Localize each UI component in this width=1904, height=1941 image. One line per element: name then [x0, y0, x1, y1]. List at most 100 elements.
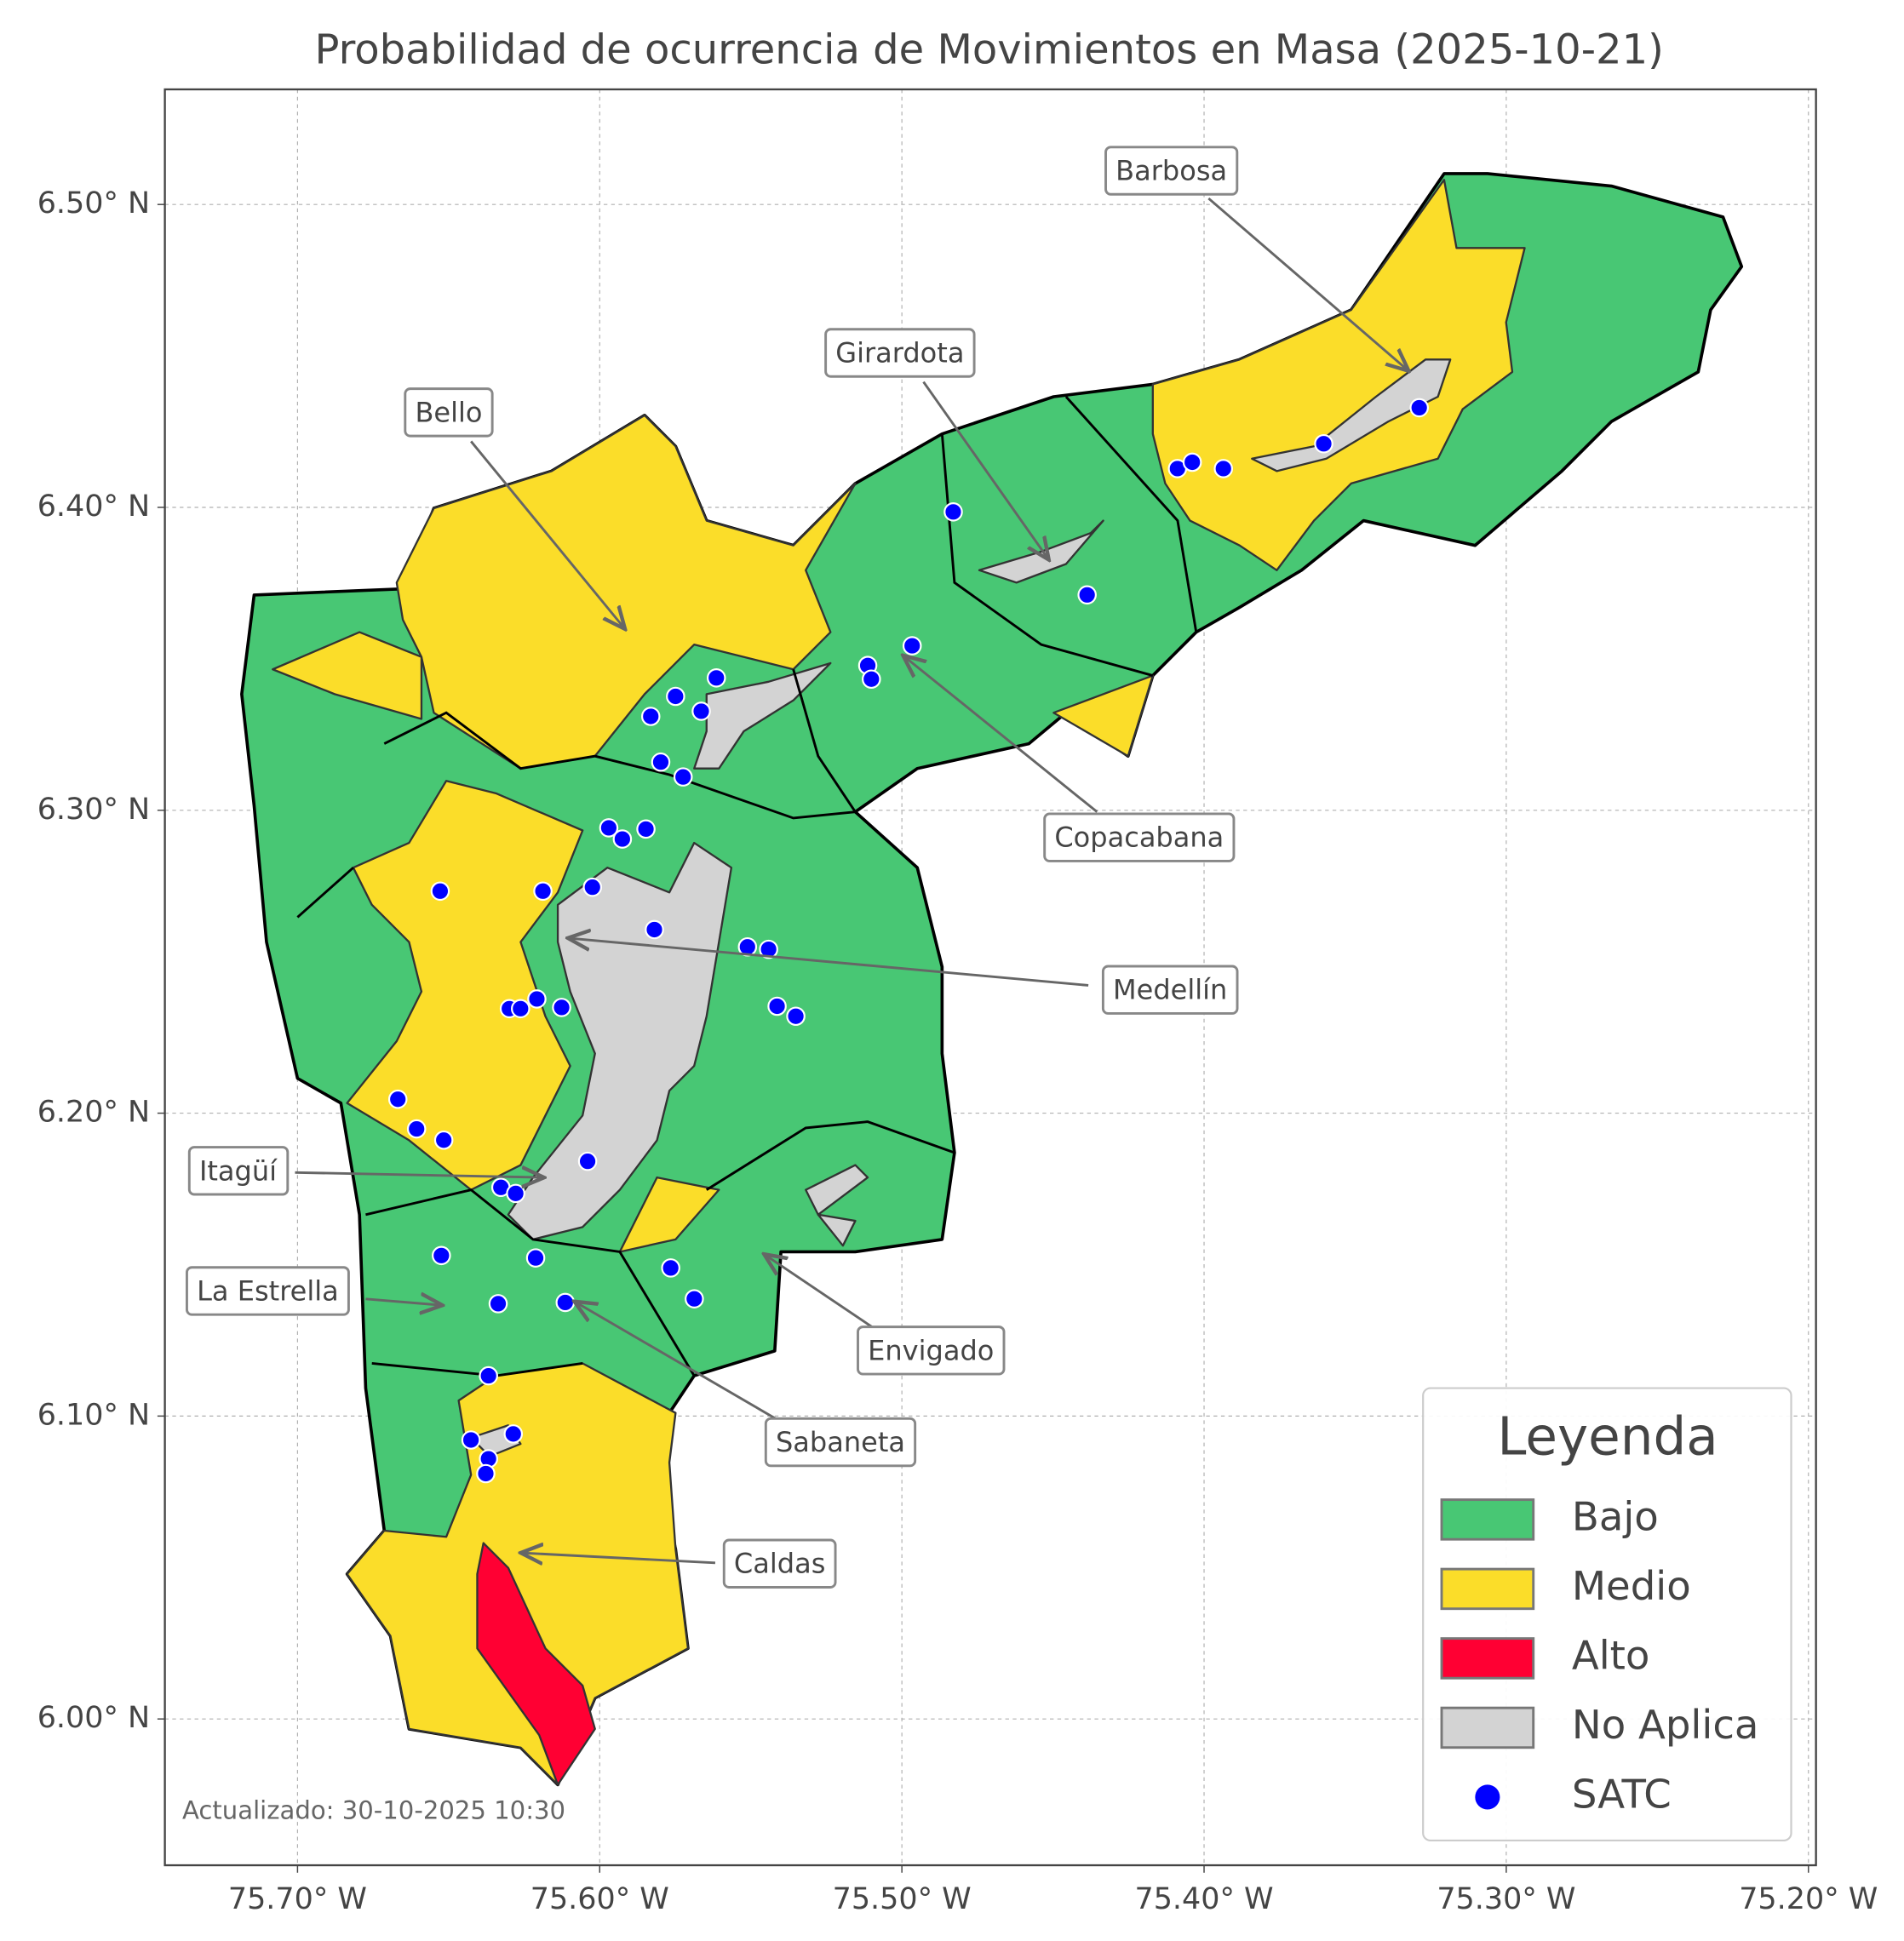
annotations: Barbosa Girardota Bello Copacabana Medel… [185, 146, 1407, 1589]
satc-point [786, 1006, 806, 1027]
satc-points [387, 398, 1429, 1484]
legend-label: No Aplica [1572, 1702, 1759, 1748]
satc-point [691, 701, 711, 721]
annotation: Medellín [1113, 974, 1227, 1006]
annotation: La Estrella [197, 1274, 339, 1307]
region-no-aplica [817, 1213, 857, 1247]
satc-point [943, 502, 963, 522]
annotation-box [404, 387, 494, 438]
legend: Leyenda Bajo Medio Alto No Aplica SATC [1422, 1387, 1792, 1842]
satc-point [555, 1292, 576, 1313]
annotation-box [185, 1266, 350, 1316]
satc-point [406, 1119, 427, 1139]
municipal-boundary [296, 867, 354, 919]
axes: 75.70° W 75.60° W 75.50° W 75.40° W 75.30° W… [37, 186, 1878, 1916]
satc-point [651, 752, 671, 772]
regions [240, 172, 1744, 1787]
annotation: Sabaneta [776, 1426, 905, 1458]
annotation-box [187, 1146, 290, 1196]
municipal-boundary [705, 1120, 955, 1191]
satc-point [767, 996, 787, 1016]
satc-point [552, 998, 571, 1017]
x-tick-label: 75.20° W [1739, 1882, 1878, 1916]
annotation-box [1101, 965, 1239, 1015]
annotation-arrow [922, 381, 1048, 558]
y-tick-label: 6.30° N [37, 793, 150, 827]
satc-point [506, 1183, 525, 1204]
x-tick-label: 75.30° W [1437, 1882, 1575, 1916]
annotation-box [764, 1417, 917, 1468]
annotation-box [824, 328, 976, 378]
municipal-boundary [383, 711, 856, 820]
satc-point [433, 1130, 454, 1150]
annotation-box [1043, 812, 1236, 862]
satc-point [1182, 452, 1202, 472]
legend-swatch [1440, 1637, 1535, 1680]
y-tick-label: 6.20° N [37, 1096, 150, 1130]
annotation-arrow [576, 1303, 789, 1427]
legend-label: SATC [1572, 1771, 1672, 1817]
legend-swatch [1440, 1706, 1535, 1749]
y-tick-label: 6.40° N [37, 490, 150, 524]
satc-point [461, 1430, 481, 1450]
x-tick-label: 75.70° W [228, 1882, 367, 1916]
satc-point [479, 1366, 498, 1386]
satc-point [387, 1089, 408, 1109]
annotation: Itagüí [199, 1154, 278, 1187]
annotation-arrow [523, 1553, 716, 1563]
y-tick-label: 6.00° N [37, 1701, 150, 1735]
satc-point [599, 818, 619, 838]
annotation-box [722, 1538, 837, 1589]
satc-point [1077, 585, 1097, 605]
satc-point [582, 877, 603, 897]
satc-point [640, 707, 661, 726]
satc-point [759, 939, 778, 959]
annotation-arrow [571, 938, 1089, 987]
satc-point [511, 999, 530, 1019]
satc-point [1409, 398, 1429, 418]
annotation-arrow [905, 657, 1098, 813]
x-tick-label: 75.50° W [833, 1882, 972, 1916]
annotation: Girardota [835, 337, 964, 369]
legend-title: Leyenda [1497, 1406, 1718, 1467]
legend-label: Alto [1572, 1632, 1650, 1678]
x-tick-label: 75.60° W [530, 1882, 669, 1916]
annotation: Bello [415, 396, 482, 428]
region-medio [346, 780, 584, 1191]
municipal-boundary [1064, 396, 1198, 633]
annotation-arrow [1207, 197, 1407, 369]
legend-label: Bajo [1572, 1493, 1659, 1539]
satc-point [476, 1463, 496, 1484]
annotation: Copacabana [1054, 822, 1224, 854]
x-tick-label: 75.40° W [1134, 1882, 1273, 1916]
satc-point [645, 919, 664, 940]
legend-swatch [1440, 1498, 1535, 1541]
satc-point [488, 1294, 508, 1314]
annotation-box [1104, 146, 1239, 196]
legend-label: Medio [1572, 1563, 1691, 1609]
region-medio [272, 631, 423, 720]
region-alto [476, 1542, 596, 1786]
annotation-arrow [365, 1299, 439, 1305]
satc-point [902, 636, 922, 656]
satc-point [577, 1151, 598, 1171]
region-no-aplica [1251, 358, 1452, 472]
annotation-arrow [295, 1172, 542, 1177]
satc-point [525, 1248, 546, 1268]
satc-point [666, 686, 685, 707]
region-medio [1151, 179, 1526, 571]
region-no-aplica [693, 661, 832, 770]
y-tick-label: 6.50° N [37, 186, 150, 220]
satc-point [1314, 433, 1333, 454]
satc-point [685, 1289, 704, 1308]
plot-frame [163, 88, 1817, 1867]
region-medio [1052, 674, 1154, 758]
region-no-aplica [507, 841, 733, 1241]
annotation-box [857, 1325, 1006, 1376]
satc-point [527, 989, 547, 1009]
satc-point [533, 881, 553, 902]
satc-point [612, 829, 633, 849]
annotation: Barbosa [1115, 155, 1227, 187]
satc-point [503, 1424, 524, 1444]
